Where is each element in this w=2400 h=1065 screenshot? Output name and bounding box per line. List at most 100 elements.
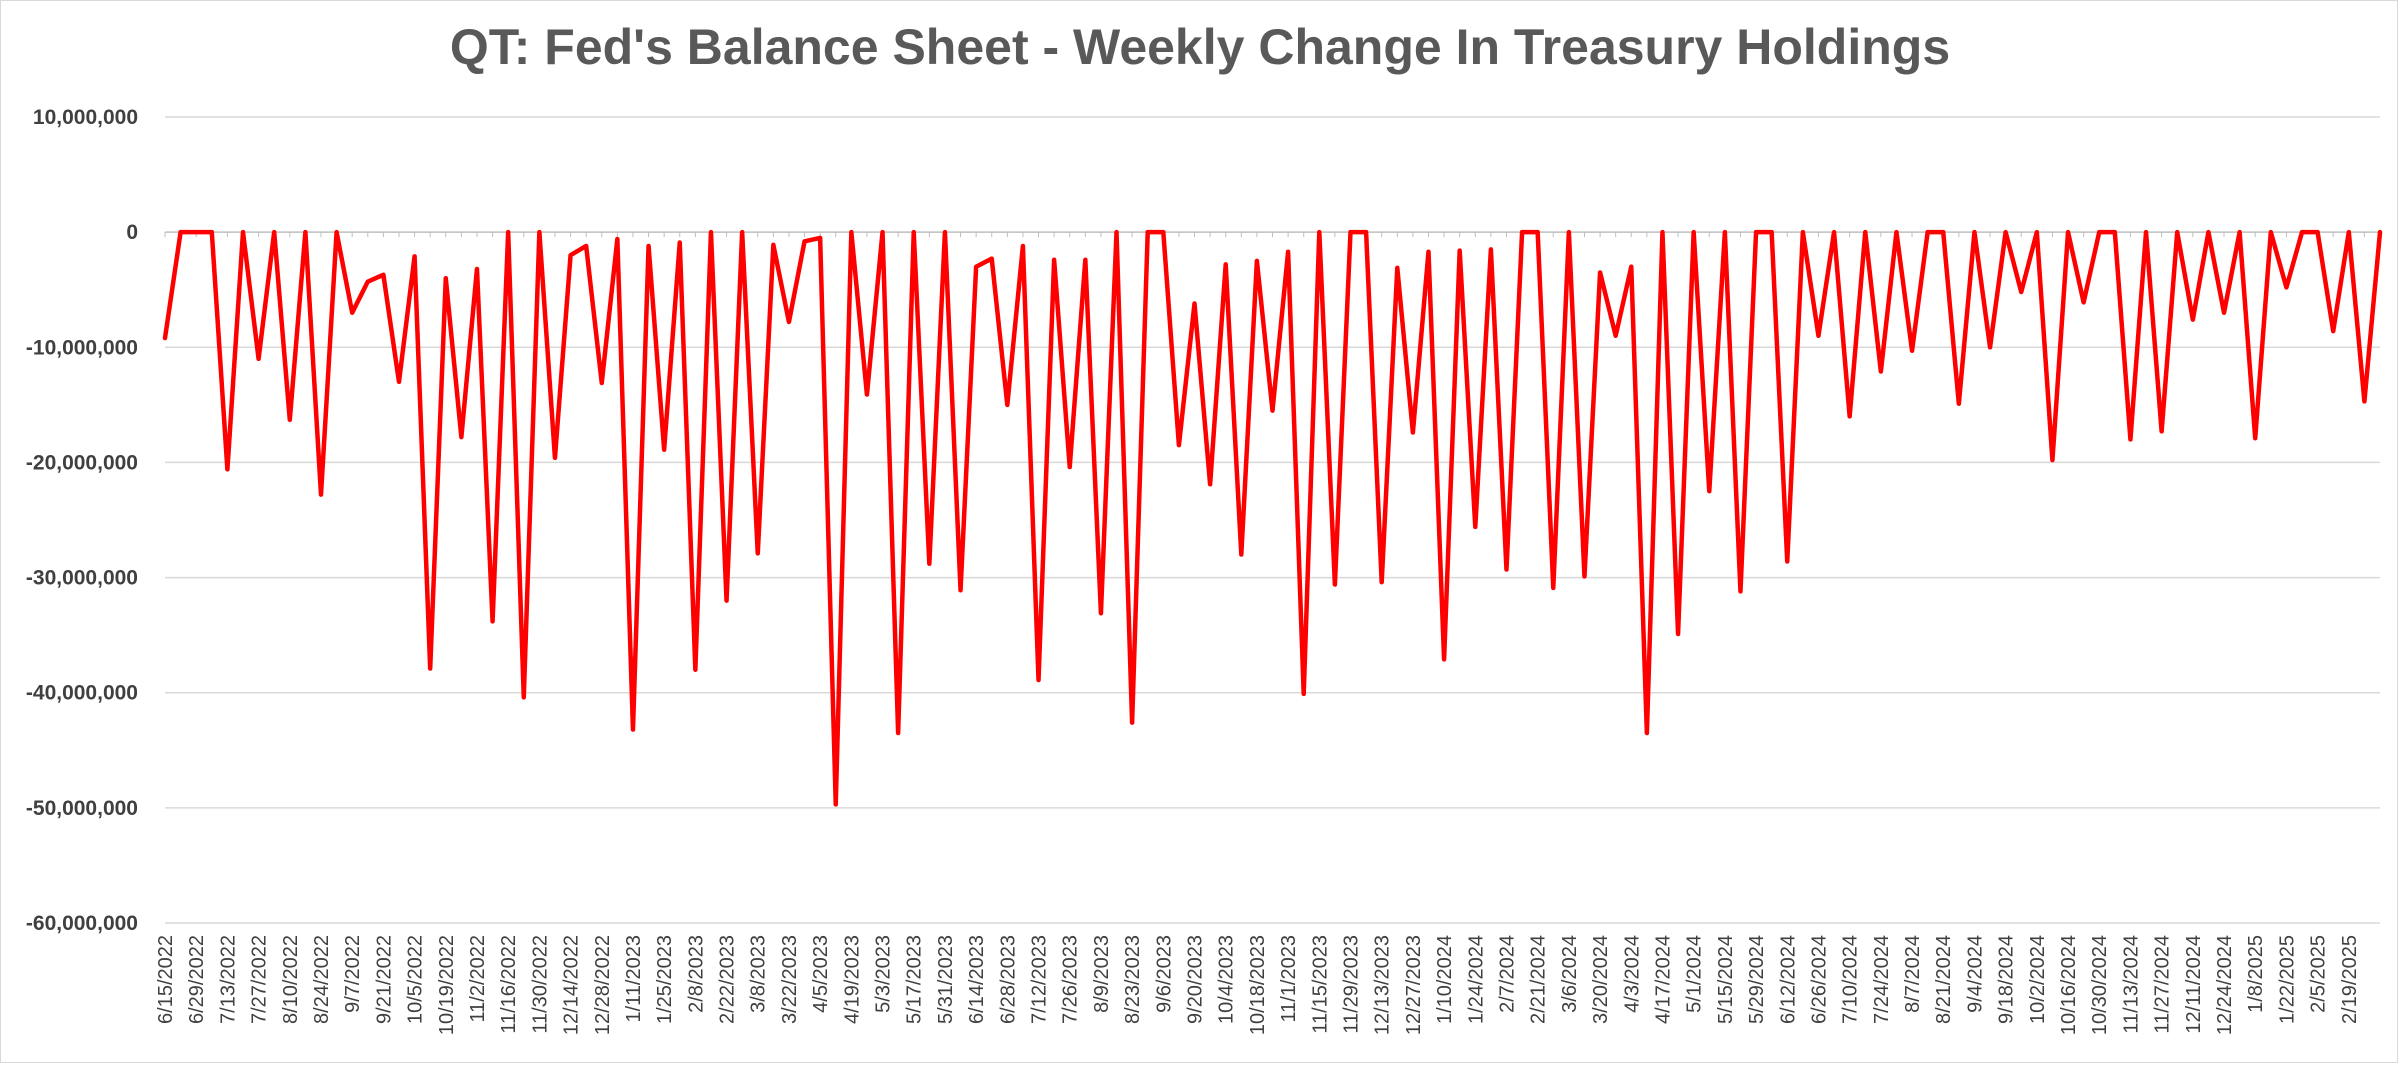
chart-title: QT: Fed's Balance Sheet - Weekly Change …: [449, 19, 1951, 75]
x-tick-label: 1/25/2023: [654, 935, 676, 1024]
y-tick-label: -30,000,000: [26, 567, 138, 590]
series-line: [162, 229, 2383, 807]
data-point: [554, 457, 555, 458]
data-point: [1724, 232, 1725, 233]
data-point: [773, 244, 774, 245]
x-tick-label: 9/4/2024: [1964, 935, 1986, 1013]
data-point: [757, 553, 758, 554]
data-point: [1553, 587, 1554, 588]
data-point: [1319, 232, 1320, 233]
x-tick-label: 9/21/2022: [373, 935, 395, 1024]
x-tick-label: 8/24/2022: [311, 935, 333, 1024]
data-point: [1537, 232, 1538, 233]
data-point: [664, 449, 665, 450]
x-axis: [164, 231, 2381, 238]
x-tick-label: 12/11/2024: [2183, 935, 2205, 1034]
data-point: [1709, 491, 1710, 492]
data-point: [539, 232, 540, 233]
data-point: [2255, 438, 2256, 439]
data-point: [2317, 232, 2318, 233]
data-point: [1132, 722, 1133, 723]
data-point: [2286, 287, 2287, 288]
data-point: [1428, 251, 1429, 252]
data-point: [1272, 410, 1273, 411]
x-tick-label: 7/27/2022: [249, 935, 271, 1024]
data-point: [1662, 232, 1663, 233]
y-tick-label: -10,000,000: [26, 336, 138, 359]
data-point: [695, 669, 696, 670]
data-point: [851, 232, 852, 233]
data-point: [242, 232, 243, 233]
data-point: [1147, 232, 1148, 233]
data-point: [492, 621, 493, 622]
data-point: [2208, 232, 2209, 233]
data-point: [2270, 232, 2271, 233]
data-point: [1678, 633, 1679, 634]
data-point: [1990, 347, 1991, 348]
y-tick-label: 10,000,000: [33, 106, 138, 129]
y-tick-label: -60,000,000: [26, 912, 138, 935]
data-point: [414, 256, 415, 257]
data-point: [2036, 232, 2037, 233]
data-point: [960, 590, 961, 591]
data-point: [586, 245, 587, 246]
data-point: [1288, 251, 1289, 252]
data-point: [1646, 733, 1647, 734]
x-tick-label: 11/27/2024: [2152, 935, 2174, 1034]
data-point: [1802, 232, 1803, 233]
y-tick-label: 0: [126, 221, 138, 244]
data-point: [788, 321, 789, 322]
data-point: [383, 274, 384, 275]
x-tick-label: 3/6/2024: [1559, 935, 1581, 1013]
data-point: [1022, 245, 1023, 246]
y-axis-ticks: 10,000,000 0 -10,000,000 -20,000,000 -30,000…: [26, 106, 138, 935]
x-tick-label: 10/30/2024: [2089, 935, 2111, 1035]
x-tick-label: 4/3/2024: [1621, 935, 1643, 1013]
x-tick-label: 5/29/2024: [1746, 935, 1768, 1024]
data-point: [2146, 232, 2147, 233]
x-tick-label: 7/24/2024: [1871, 935, 1893, 1024]
x-tick-label: 5/1/2024: [1684, 935, 1706, 1013]
data-point: [1787, 561, 1788, 562]
data-point: [336, 232, 337, 233]
data-point: [866, 394, 867, 395]
x-tick-label: 3/22/2023: [779, 935, 801, 1024]
x-tick-label: 10/16/2024: [2058, 935, 2080, 1035]
data-point: [835, 804, 836, 805]
x-tick-label: 9/7/2022: [342, 935, 364, 1013]
x-tick-label: 12/13/2023: [1372, 935, 1394, 1035]
x-tick-label: 11/13/2024: [2120, 935, 2142, 1034]
data-point: [929, 563, 930, 564]
data-point: [1568, 232, 1569, 233]
x-tick-label: 6/14/2023: [966, 935, 988, 1024]
data-point: [1303, 693, 1304, 694]
x-tick-label: 11/15/2023: [1309, 935, 1331, 1034]
data-point: [2068, 232, 2069, 233]
data-point: [1506, 569, 1507, 570]
data-point: [398, 381, 399, 382]
data-point: [2364, 401, 2365, 402]
data-point: [1178, 445, 1179, 446]
data-point: [632, 729, 633, 730]
data-point: [320, 494, 321, 495]
data-point: [2380, 232, 2381, 233]
data-point: [1740, 591, 1741, 592]
x-tick-label: 11/29/2023: [1340, 935, 1362, 1034]
x-tick-label: 2/19/2025: [2339, 935, 2361, 1024]
data-point: [1943, 232, 1944, 233]
data-point: [1834, 232, 1835, 233]
data-point: [2021, 292, 2022, 293]
data-point: [820, 237, 821, 238]
x-tick-label: 6/12/2024: [1777, 935, 1799, 1024]
data-point: [1849, 416, 1850, 417]
data-point: [679, 242, 680, 243]
data-point: [211, 232, 212, 233]
x-tick-label: 2/8/2023: [685, 935, 707, 1013]
x-tick-label: 4/17/2024: [1652, 935, 1674, 1024]
data-point: [445, 278, 446, 279]
data-point: [196, 232, 197, 233]
x-tick-label: 6/28/2023: [997, 935, 1019, 1024]
data-point: [617, 239, 618, 240]
